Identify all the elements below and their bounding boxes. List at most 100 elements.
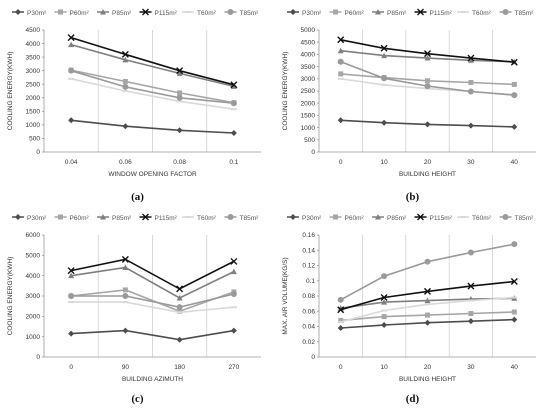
data-point xyxy=(381,119,388,126)
y-tick-label: 2000 xyxy=(301,100,316,107)
chart-panel-b: P30m² P60m² P85m² P115m² T60m² T85m² 0 500 1000 1… xyxy=(275,0,550,205)
series-6 xyxy=(68,67,237,107)
panel-label-a: (a) xyxy=(131,191,144,203)
series-line xyxy=(70,69,234,104)
data-point xyxy=(122,56,129,63)
legend-item: P85m² xyxy=(372,9,407,17)
data-point xyxy=(68,293,75,299)
data-point xyxy=(68,117,75,124)
legend-marker xyxy=(142,213,149,221)
y-tick-label: 0 xyxy=(36,149,40,156)
data-point xyxy=(467,122,474,129)
data-point xyxy=(337,36,345,44)
series-3 xyxy=(68,41,237,89)
chart-panel-a: P30m² P60m² P85m² P115m² T60m² T85m² 0 500 1000 1… xyxy=(0,0,275,205)
data-point xyxy=(122,123,129,130)
series-2 xyxy=(338,309,517,323)
y-tick-label: 5000 xyxy=(26,253,41,260)
legend: P30m² P60m² P85m² P115m² T60m² T85m² xyxy=(12,8,260,17)
y-tick-label: 0.04 xyxy=(302,324,315,331)
legend: P30m² P60m² P85m² P115m² T60m² T85m² xyxy=(287,8,534,17)
y-tick-label: 0 xyxy=(311,149,315,156)
series-line xyxy=(71,289,235,313)
panel-label-c: (c) xyxy=(131,393,144,405)
y-tick-label: 0.14 xyxy=(302,247,315,254)
x-tick-label: 20 xyxy=(424,159,432,166)
data-point xyxy=(424,319,431,326)
legend-item: T60m² xyxy=(457,215,492,222)
series-1 xyxy=(68,117,237,137)
data-point xyxy=(511,81,517,87)
y-tick-label: 2000 xyxy=(26,95,41,102)
x-tick-label: 30 xyxy=(467,364,475,371)
series-line xyxy=(71,119,234,134)
y-tick-label: 3500 xyxy=(301,64,316,71)
y-tick-label: 0 xyxy=(36,354,40,361)
series-line xyxy=(71,301,234,314)
legend-label: T85m² xyxy=(240,10,260,17)
data-point xyxy=(230,83,237,89)
series-6 xyxy=(337,58,518,99)
legend-label: P115m² xyxy=(155,10,178,17)
data-point xyxy=(424,83,431,90)
y-tick-label: 1000 xyxy=(26,334,41,341)
data-point xyxy=(177,90,183,96)
data-point xyxy=(424,55,431,61)
series-line xyxy=(70,43,235,88)
legend-marker xyxy=(15,214,21,220)
data-point xyxy=(337,117,344,124)
x-tick-label: 270 xyxy=(228,364,239,371)
legend-item: P115m² xyxy=(139,8,178,17)
data-point xyxy=(424,50,431,58)
y-axis-title: MAX. AIR VOLUME(KG/S) xyxy=(282,257,289,334)
data-point xyxy=(230,290,237,297)
legend-item: P60m² xyxy=(329,9,364,17)
data-point xyxy=(68,272,75,279)
series-1 xyxy=(337,316,518,332)
legend: P30m² P60m² P85m² P115m² T60m² T85m² xyxy=(12,213,259,222)
legend-label: P60m² xyxy=(345,215,365,222)
data-point xyxy=(122,293,129,299)
y-tick-label: 5000 xyxy=(301,27,316,34)
data-point xyxy=(176,127,183,134)
data-point xyxy=(380,44,388,52)
legend-item: P115m² xyxy=(414,8,453,17)
data-point xyxy=(67,34,75,42)
data-point xyxy=(468,311,474,317)
data-point xyxy=(425,78,430,84)
x-tick-label: 30 xyxy=(467,159,475,166)
data-point xyxy=(337,58,344,65)
y-tick-label: 2500 xyxy=(26,81,41,88)
y-tick-label: 1500 xyxy=(301,113,316,120)
legend-label: T60m² xyxy=(197,215,217,222)
x-tick-label: 10 xyxy=(380,364,388,371)
data-point xyxy=(467,88,474,95)
series-line xyxy=(70,266,235,299)
legend-item: P85m² xyxy=(372,214,407,222)
data-point xyxy=(121,255,129,263)
data-point xyxy=(424,287,431,295)
legend-marker xyxy=(142,8,149,16)
legend-label: P85m² xyxy=(112,10,132,17)
y-tick-label: 3000 xyxy=(301,76,316,83)
data-point xyxy=(337,296,344,303)
data-point xyxy=(511,123,518,130)
data-point xyxy=(68,67,75,74)
data-point xyxy=(176,70,183,76)
legend-item: T85m² xyxy=(499,214,534,222)
y-tick-label: 4500 xyxy=(301,39,316,46)
data-point xyxy=(176,285,184,293)
series-1 xyxy=(68,327,237,343)
legend-item: T85m² xyxy=(224,9,260,17)
data-point xyxy=(511,316,518,323)
legend-label: T60m² xyxy=(472,10,492,17)
y-tick-label: 500 xyxy=(29,136,40,143)
x-tick-label: 0.04 xyxy=(65,159,78,166)
legend-item: P30m² xyxy=(287,214,322,222)
legend-item: P60m² xyxy=(329,214,365,222)
data-point xyxy=(381,52,388,59)
panel-label-b: (b) xyxy=(405,191,420,203)
x-tick-label: 10 xyxy=(380,159,388,166)
series-5 xyxy=(68,77,237,111)
data-point xyxy=(467,249,474,256)
